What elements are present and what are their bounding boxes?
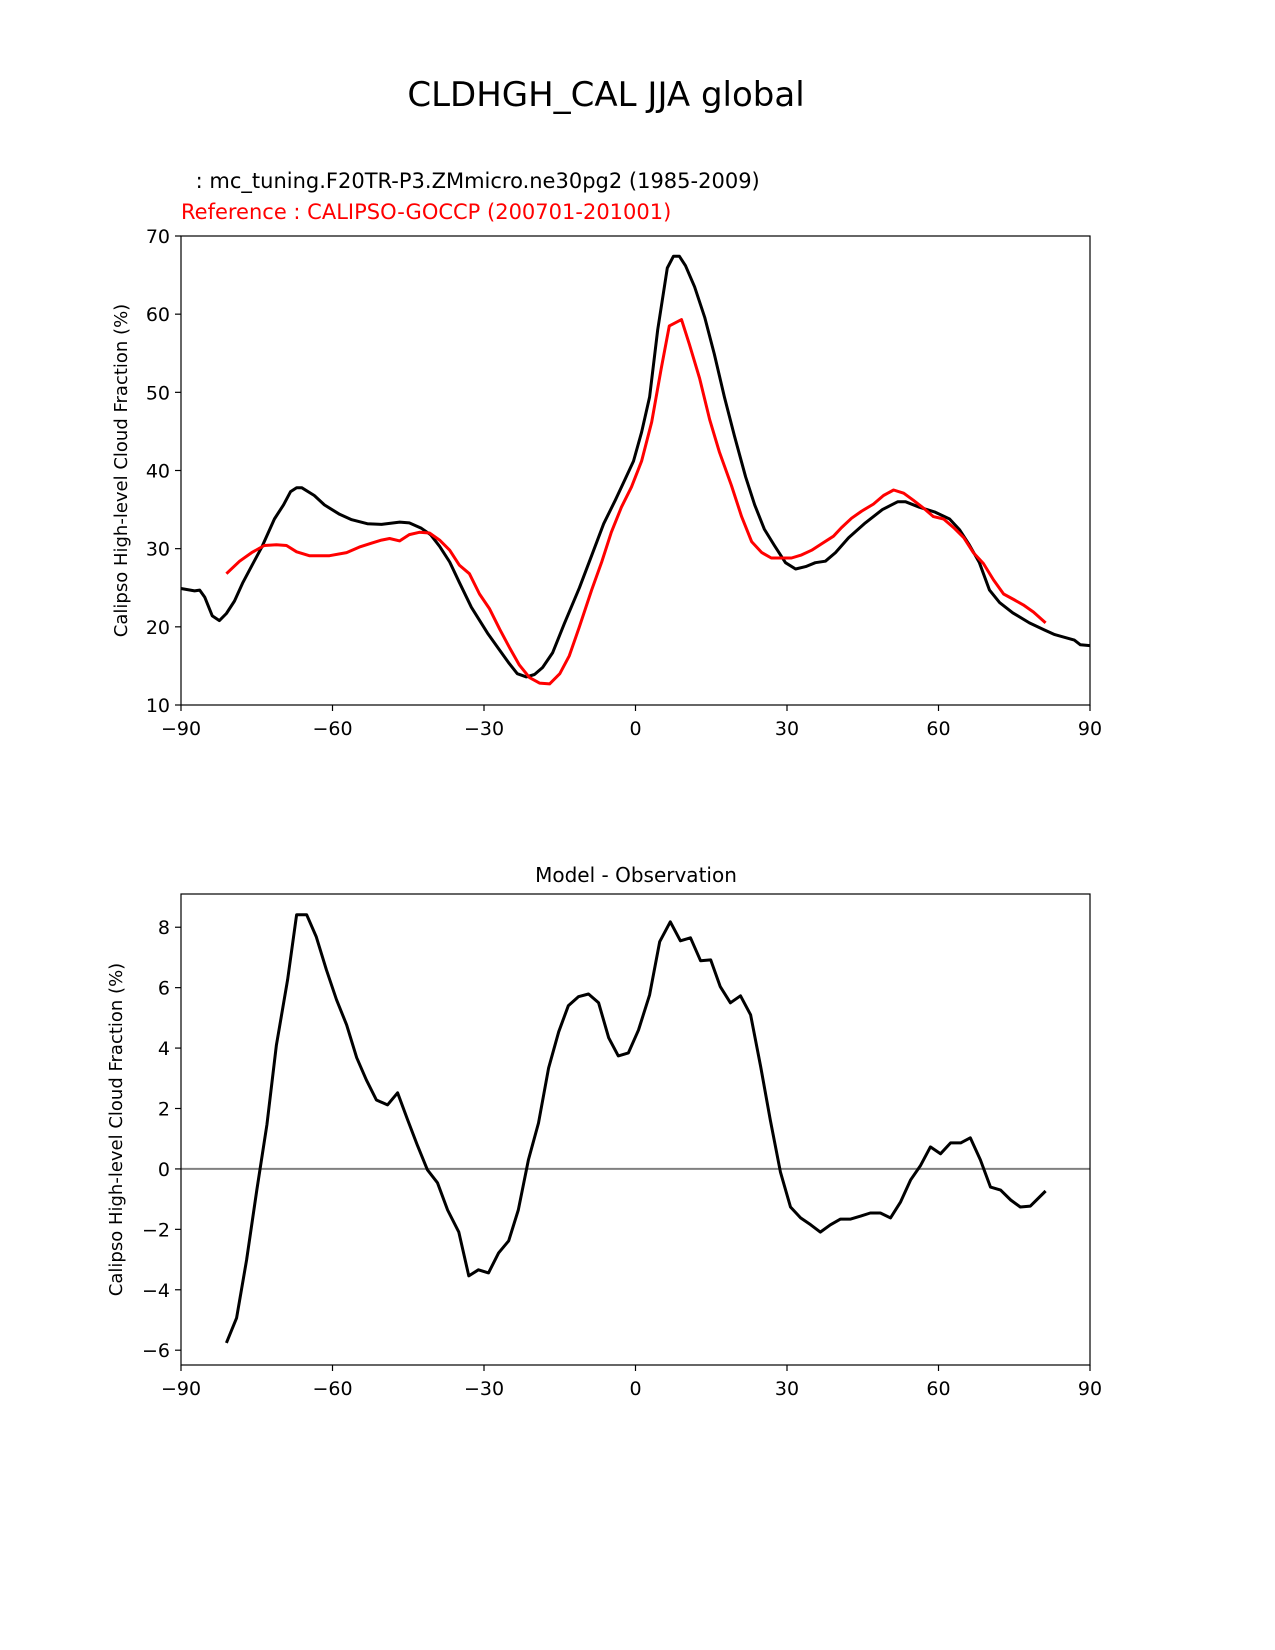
x-tick-label: −30 — [464, 718, 504, 740]
y-tick-label: 0 — [158, 1159, 170, 1181]
x-tick-label: 90 — [1078, 1378, 1102, 1400]
y-tick-label: 8 — [158, 917, 170, 939]
y-axis-label: Calipso High-level Cloud Fraction (%) — [106, 963, 127, 1296]
x-tick-label: −90 — [161, 718, 201, 740]
x-tick-label: 90 — [1078, 718, 1102, 740]
x-tick-label: −60 — [312, 718, 352, 740]
y-tick-label: −4 — [142, 1280, 170, 1302]
y-tick-label: 30 — [146, 539, 170, 561]
x-tick-label: 60 — [926, 718, 950, 740]
axes-frame — [180, 893, 1091, 1366]
y-tick-label: −6 — [142, 1340, 170, 1362]
y-tick-label: 4 — [158, 1038, 170, 1060]
diff-plot-title: Model - Observation — [535, 863, 737, 887]
y-tick-label: 70 — [146, 226, 170, 248]
y-tick-label: 60 — [146, 304, 170, 326]
series-line-model — [180, 254, 1091, 679]
y-tick-label: 40 — [146, 461, 170, 483]
series-line-difference — [225, 913, 1047, 1344]
top-axes: −90 −60 −30 0 30 60 90 10 20 30 40 50 60 70 Calipso Hi… — [111, 226, 1102, 740]
reference-label: Reference : CALIPSO-GOCCP (200701-201001… — [181, 200, 671, 224]
x-tick-label: −60 — [312, 1378, 352, 1400]
x-tick-label: −90 — [161, 1378, 201, 1400]
y-tick-label: 20 — [146, 617, 170, 639]
y-tick-label: 6 — [158, 978, 170, 1000]
bottom-axes: −90 −60 −30 0 30 60 90 −6 −4 −2 0 2 4 6 8 Calipso High-… — [106, 893, 1102, 1400]
x-tick-label: 30 — [775, 1378, 799, 1400]
y-tick-label: 50 — [146, 382, 170, 404]
y-tick-label: −2 — [142, 1219, 170, 1241]
x-tick-label: 0 — [629, 718, 641, 740]
y-tick-label: 2 — [158, 1099, 170, 1121]
axes-frame — [180, 235, 1091, 706]
x-tick-label: −30 — [464, 1378, 504, 1400]
x-tick-label: 0 — [629, 1378, 641, 1400]
x-tick-label: 60 — [926, 1378, 950, 1400]
test-label: : mc_tuning.F20TR-P3.ZMmicro.ne30pg2 (19… — [189, 169, 760, 194]
figure-title: CLDHGH_CAL JJA global — [407, 75, 804, 115]
y-axis-label: Calipso High-level Cloud Fraction (%) — [111, 304, 132, 637]
y-tick-label: 10 — [146, 695, 170, 717]
series-line-reference — [225, 318, 1047, 686]
x-tick-label: 30 — [775, 718, 799, 740]
